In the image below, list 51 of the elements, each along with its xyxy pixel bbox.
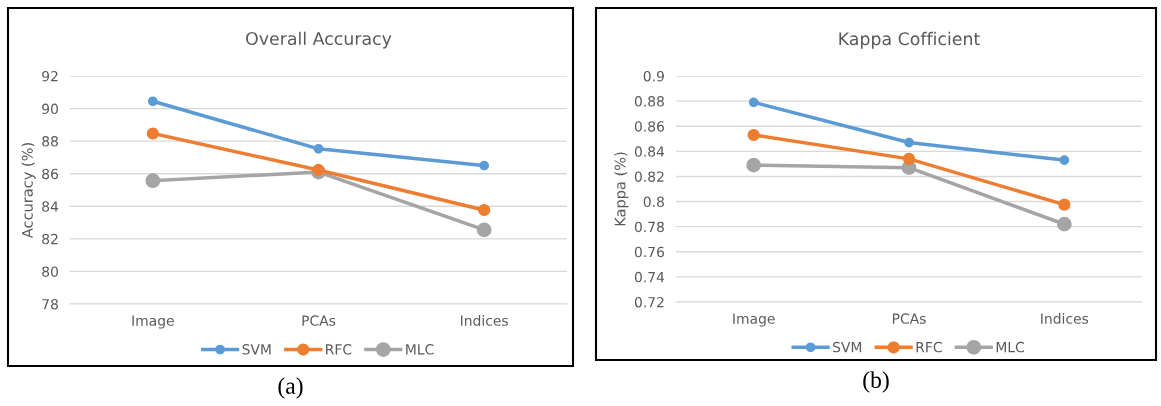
point — [748, 97, 759, 108]
y-tick-label: 0.74 — [634, 271, 665, 283]
chart-title: Kappa Cofficient — [839, 31, 980, 49]
y-tick-label: 84 — [42, 201, 59, 212]
y-tick-label: 90 — [42, 103, 58, 115]
legend-label: MLC — [406, 344, 434, 355]
point — [146, 127, 159, 140]
y-tick-label: 0.9 — [643, 70, 664, 82]
legend-label: MLC — [996, 341, 1024, 353]
y-tick-label: 86 — [42, 168, 59, 180]
y-tick-label: 0.8 — [643, 196, 664, 208]
legend-label: SVM — [242, 344, 271, 355]
y-tick-label: 0.76 — [634, 246, 665, 258]
x-tick-label: Indices — [461, 315, 508, 326]
y-tick-label: 92 — [42, 70, 58, 82]
y-tick-label: 0.78 — [634, 221, 664, 233]
point — [145, 173, 161, 189]
point — [476, 222, 492, 238]
point — [479, 160, 490, 171]
x-tick-label: PCAs — [892, 313, 926, 324]
legend-label: RFC — [916, 341, 942, 353]
x-tick-label: Indices — [1041, 313, 1089, 324]
y-axis-title: Accuracy (%) — [21, 143, 36, 239]
y-tick-label: 0.86 — [634, 121, 665, 132]
y-tick-label: 0.72 — [634, 296, 664, 308]
y-axis-title: Kappa (%) — [614, 152, 629, 226]
legend-label: SVM — [833, 341, 862, 353]
point — [902, 152, 916, 165]
point — [904, 137, 914, 148]
chart-title: Overall Accuracy — [246, 31, 392, 49]
y-tick-label: 80 — [42, 266, 58, 277]
y-tick-label: 0.84 — [634, 146, 665, 157]
y-tick-label: 88 — [42, 136, 58, 147]
y-tick-label: 0.88 — [634, 96, 664, 107]
point — [1059, 155, 1070, 165]
point — [147, 96, 158, 107]
point — [746, 157, 762, 173]
x-tick-label: Image — [132, 315, 174, 329]
x-tick-label: Image — [733, 313, 775, 327]
x-tick-label: PCAs — [302, 315, 336, 326]
y-tick-label: 82 — [42, 233, 58, 245]
point — [1056, 216, 1072, 232]
point — [1058, 198, 1071, 211]
y-tick-label: 0.82 — [634, 171, 664, 182]
point — [478, 203, 491, 217]
point — [747, 128, 760, 142]
legend-label: RFC — [326, 344, 352, 355]
point — [313, 143, 324, 154]
y-tick-label: 78 — [42, 298, 58, 310]
text: (b) — [863, 371, 889, 393]
text: (a) — [278, 377, 303, 399]
